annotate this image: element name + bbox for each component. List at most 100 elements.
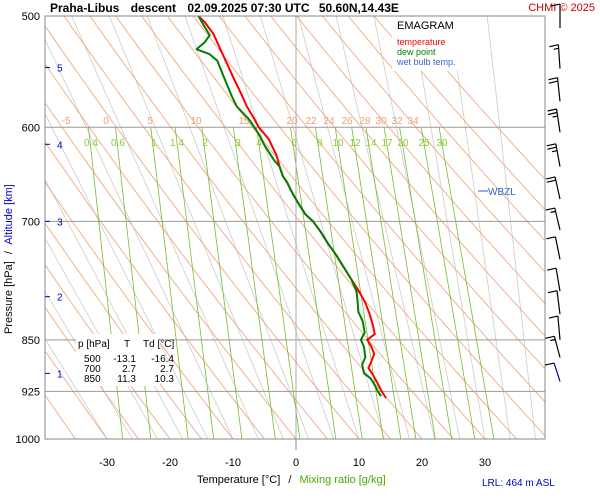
dry-adiabat [45,63,328,439]
dry-adiabat [321,16,545,273]
y-axis-altitude-label: Altitude [km] [3,184,15,245]
x-axis-temperature-label: Temperature [°C] [197,474,280,486]
table-header-t: T [124,339,130,350]
moist-adiabat [45,38,234,439]
dry-adiabat-label: 15 [238,116,250,127]
dry-adiabat-label: 26 [341,116,353,127]
dry-adiabat-label: 24 [323,116,335,127]
dry-adiabat-label: 30 [375,116,387,127]
wind-barb [546,236,561,260]
table-row-t: 2.7 [122,364,136,375]
temperature-tick-label: -10 [225,457,241,469]
mixing-ratio-label: 3 [235,138,241,149]
wind-barb-half-flag [553,47,559,50]
wind-barb-flag [545,176,556,180]
wind-barb-flag [546,179,556,183]
wind-barb-staff [557,316,561,340]
mixing-ratio-label: 14 [365,138,377,149]
mixing-ratio-line [351,127,402,439]
wind-barb-staff [553,336,561,358]
legend-wet-bulb: wet bulb temp. [396,57,456,67]
mixing-ratio-line [88,127,123,439]
dry-adiabat-label: -5 [62,116,71,127]
legend-title: EMAGRAM [397,20,454,32]
table-row-td: -16.4 [151,354,174,365]
dry-adiabat [115,16,454,439]
moist-adiabat [45,338,108,439]
wind-barb-flag [546,143,556,147]
wind-barb-flag [550,3,561,7]
mixing-ratio-label: 6 [291,138,297,149]
mixing-ratio-label: 20 [397,138,409,149]
altitude-tick-label: 4 [57,140,63,151]
dry-adiabat [63,16,391,439]
moist-adiabat [373,16,461,439]
mixing-ratio-label: 1 [151,138,157,149]
wind-profile [544,3,561,382]
wind-barb-flag [546,267,557,271]
pressure-tick-label: 925 [22,386,40,398]
table-row-t: -13.1 [113,354,136,365]
temperature-tick-label: 0 [293,457,299,469]
moist-adiabat [109,16,284,439]
x-axis-label: Temperature [°C] / Mixing ratio [g/kg] [197,474,386,486]
wind-barb-staff [556,290,561,315]
isobars [45,126,545,392]
dry-adiabat [218,16,545,403]
mixing-ratio-line [174,127,215,439]
wind-barb-staff [554,176,561,200]
values-table-box [76,334,160,386]
mixing-ratio-label: 1.4 [170,138,184,149]
wind-barb-half-flag [551,150,558,153]
values-table: p [hPa] T Td [°C] 500 -13.1 -16.4 700 2.… [76,334,174,386]
wind-barb-flag [548,315,559,319]
altitude-tick-label: 2 [57,293,63,304]
x-axis-separator: / [288,474,292,486]
altitude-tick-label: 3 [57,217,63,228]
wind-barb [549,44,561,69]
wind-barb [544,362,561,382]
wind-barb [545,335,561,358]
wind-barb-flag [547,108,557,112]
dry-adiabat [141,16,486,439]
dry-adiabat-labels: -5 0 5 10 15 20 22 24 26 28 30 32 34 [62,116,419,127]
mixing-ratio-line [438,127,495,439]
dry-adiabat-label: 28 [359,116,371,127]
mixing-ratio-labels: 0.4 0.6 1 1.4 2 3 4 6 8 10 12 14 17 20 25 30 [84,138,448,149]
wind-barb-half-flag [550,210,556,213]
mixing-ratio-line [115,127,152,439]
wind-barb-flag [547,111,558,116]
wind-barb [545,176,561,200]
wind-barb [548,77,561,102]
header-station: Praha-Libus descent 02.09.2025 07:30 UTC… [50,1,399,15]
mixing-ratio-line [150,127,189,439]
dry-adiabat-label: 0 [103,116,109,127]
altitude-tick-label: 1 [57,369,63,380]
copyright: CHMI © 2025 [528,2,595,14]
lrl-label: LRL: 464 m ASL [482,478,555,489]
mixing-ratio-label: 2 [202,138,208,149]
dry-adiabat-label: 34 [407,116,419,127]
temperature-tick-label: 10 [353,457,365,469]
dry-adiabat [166,16,517,439]
wind-barb-flag [546,236,556,240]
y-axis-separator: / [3,250,15,254]
station-coords: 50.60N,14.43E [319,1,399,15]
mixing-ratio-line [365,127,417,439]
dry-adiabat [45,25,360,439]
wbzl-label: WBZL [488,187,516,198]
mixing-ratio-line [383,127,436,439]
table-row-t: 11.3 [117,374,136,385]
wind-barb-half-flag [550,338,556,342]
dry-adiabat [270,16,545,337]
mixing-ratio-label: 12 [349,138,361,149]
wind-barb-half-flag [552,115,558,118]
dry-adiabat-label: 22 [305,116,317,127]
pressure-tick-label: 850 [22,335,40,347]
dry-adiabat [192,16,545,437]
temperature-tick-label: 20 [416,457,428,469]
dry-adiabat [45,101,297,439]
dry-adiabat-label: 32 [391,116,403,127]
moist-adiabat [45,112,209,439]
dry-adiabat [347,16,545,242]
